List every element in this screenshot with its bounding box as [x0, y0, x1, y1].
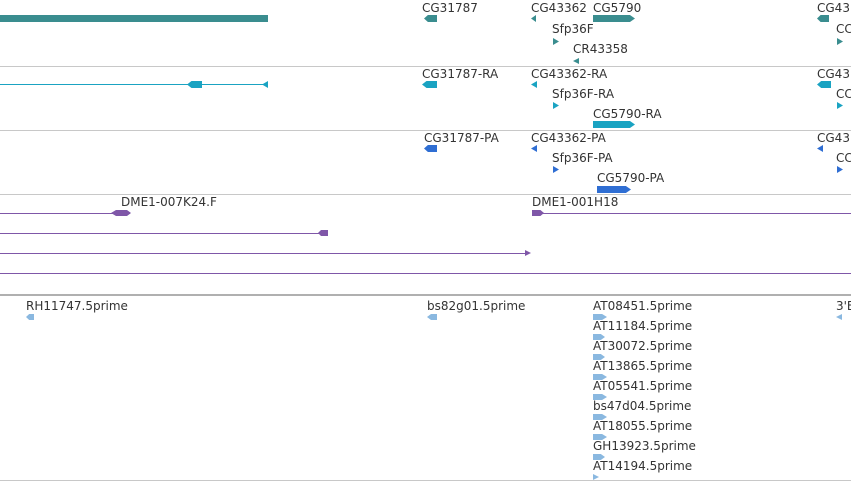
- clone-line-1-right: [540, 213, 851, 214]
- clone-line-3: [0, 253, 526, 254]
- gene-cc[interactable]: [837, 38, 843, 45]
- clone-line-2: [0, 233, 324, 234]
- transcript-intron-left: [0, 84, 268, 85]
- track-separator-2: [0, 130, 851, 131]
- est-gh13923[interactable]: [593, 454, 605, 460]
- protein-label-cg43-right[interactable]: CG43: [817, 131, 850, 145]
- transcript-end-left[interactable]: [262, 81, 268, 88]
- est-at05541[interactable]: [593, 394, 607, 400]
- est-at11184[interactable]: [593, 334, 605, 340]
- est-label-at08451[interactable]: AT08451.5prime: [593, 299, 693, 313]
- protein-cg43362-pa[interactable]: [531, 145, 537, 152]
- protein-cg5790-pa[interactable]: [597, 186, 631, 193]
- transcript-label-cg43362-ra[interactable]: CG43362-RA: [531, 67, 608, 81]
- est-at30072[interactable]: [593, 354, 605, 360]
- est-label-bs82g01[interactable]: bs82g01.5prime: [427, 299, 526, 313]
- clone-dme1-007k24f[interactable]: [111, 210, 131, 216]
- transcript-label-cg5790-ra[interactable]: CG5790-RA: [593, 107, 662, 121]
- est-label-at11184[interactable]: AT11184.5prime: [593, 319, 693, 333]
- clone-end-3[interactable]: [525, 250, 531, 256]
- transcript-sfp36f-ra[interactable]: [553, 102, 559, 109]
- transcript-label-cg31787-ra[interactable]: CG31787-RA: [422, 67, 499, 81]
- est-rh11747[interactable]: [26, 314, 34, 320]
- track-separator-4: [0, 294, 851, 296]
- gene-cg43362[interactable]: [531, 15, 536, 22]
- est-at14194[interactable]: [593, 474, 599, 480]
- gene-label-sfp36f[interactable]: Sfp36F: [552, 22, 594, 36]
- transcript-label-sfp36f-ra[interactable]: Sfp36F-RA: [552, 87, 615, 101]
- transcript-label-cg43-right[interactable]: CG43: [817, 67, 850, 81]
- clone-line-4: [0, 273, 851, 274]
- protein-label-cc[interactable]: CC: [836, 151, 851, 165]
- protein-sfp36f-pa[interactable]: [553, 166, 559, 173]
- gene-cg5790[interactable]: [593, 15, 635, 22]
- clone-dme1-001h18[interactable]: [532, 210, 544, 216]
- est-label-at13865[interactable]: AT13865.5prime: [593, 359, 693, 373]
- gene-sfp36f[interactable]: [553, 38, 559, 45]
- gene-cr43358[interactable]: [573, 58, 579, 64]
- track-separator-3: [0, 194, 851, 195]
- protein-cg31787-pa[interactable]: [424, 145, 437, 152]
- transcript-cg31787-ra[interactable]: [422, 81, 437, 88]
- est-label-at14194[interactable]: AT14194.5prime: [593, 459, 693, 473]
- protein-cg43-right[interactable]: [817, 145, 823, 152]
- gene-label-cg31787[interactable]: CG31787: [422, 1, 478, 15]
- transcript-cg43-right[interactable]: [817, 81, 831, 88]
- gene-label-cg43-right[interactable]: CG43: [817, 1, 850, 15]
- est-bs47d04[interactable]: [593, 414, 607, 420]
- protein-cc[interactable]: [837, 166, 843, 173]
- est-at08451[interactable]: [593, 314, 607, 320]
- gene-label-cr43358[interactable]: CR43358: [573, 42, 628, 56]
- transcript-cg5790-ra[interactable]: [593, 121, 635, 128]
- clone-label-dme1-007k24f[interactable]: DME1-007K24.F: [121, 195, 217, 209]
- protein-label-cg5790-pa[interactable]: CG5790-PA: [597, 171, 665, 185]
- est-label-3e[interactable]: 3'E: [836, 299, 851, 313]
- clone-line-1: [0, 213, 130, 214]
- est-bs82g01[interactable]: [427, 314, 437, 320]
- gene-bar-left[interactable]: [0, 15, 268, 22]
- transcript-cc[interactable]: [837, 102, 843, 109]
- transcript-cg43362-ra[interactable]: [531, 81, 537, 88]
- est-label-rh11747[interactable]: RH11747.5prime: [26, 299, 128, 313]
- gene-label-cg43362[interactable]: CG43362: [531, 1, 587, 15]
- protein-label-cg31787-pa[interactable]: CG31787-PA: [424, 131, 499, 145]
- transcript-label-cc[interactable]: CC: [836, 87, 851, 101]
- gene-label-cg5790[interactable]: CG5790: [593, 1, 642, 15]
- est-at13865[interactable]: [593, 374, 607, 380]
- track-separator-5: [0, 480, 851, 481]
- est-3e[interactable]: [836, 314, 842, 320]
- est-label-at18055[interactable]: AT18055.5prime: [593, 419, 693, 433]
- est-label-gh13923[interactable]: GH13923.5prime: [593, 439, 696, 453]
- transcript-exon-left[interactable]: [187, 81, 202, 88]
- est-label-bs47d04[interactable]: bs47d04.5prime: [593, 399, 692, 413]
- gene-label-cc[interactable]: CC: [836, 22, 851, 36]
- track-separator-1: [0, 66, 851, 67]
- est-label-at30072[interactable]: AT30072.5prime: [593, 339, 693, 353]
- est-label-at05541[interactable]: AT05541.5prime: [593, 379, 693, 393]
- clone-end-2[interactable]: [318, 230, 328, 236]
- gene-cg31787[interactable]: [424, 15, 437, 22]
- protein-label-cg43362-pa[interactable]: CG43362-PA: [531, 131, 606, 145]
- gene-cg43-right[interactable]: [817, 15, 829, 22]
- protein-label-sfp36f-pa[interactable]: Sfp36F-PA: [552, 151, 613, 165]
- clone-label-dme1-001h18[interactable]: DME1-001H18: [532, 195, 619, 209]
- est-at18055[interactable]: [593, 434, 607, 440]
